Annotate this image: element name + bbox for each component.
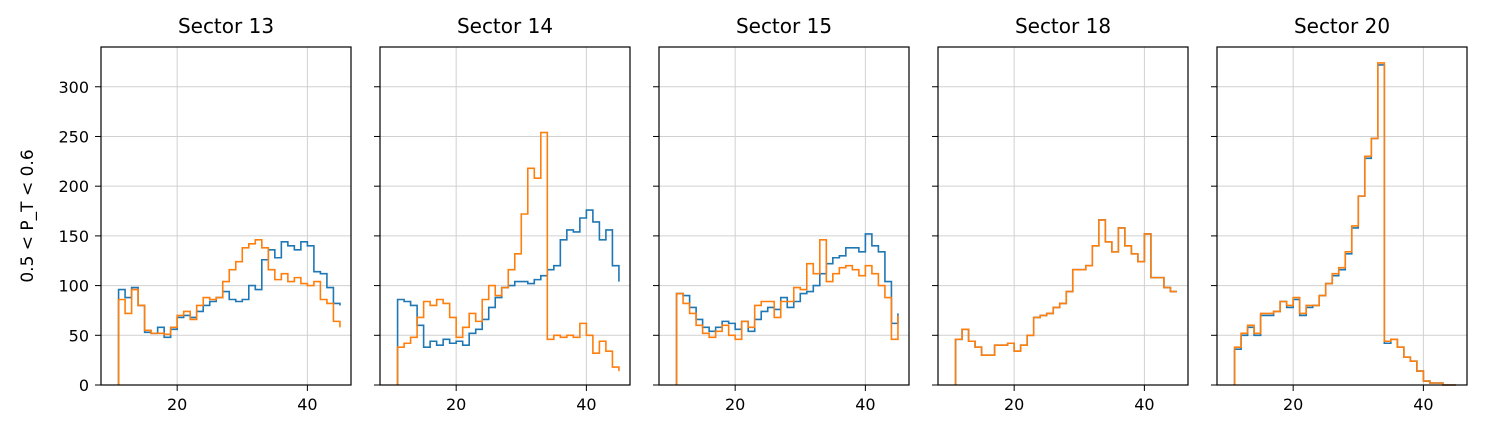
subplot-title: Sector 18	[1015, 14, 1111, 38]
x-tick-label: 20	[1004, 395, 1024, 414]
x-tick-label: 20	[446, 395, 466, 414]
axes-frame	[1216, 46, 1468, 386]
x-tick-label: 20	[1283, 395, 1303, 414]
x-tick-label: 40	[1134, 395, 1154, 414]
histogram-series-2	[954, 219, 1177, 385]
y-axis-label: 0.5 < P_T < 0.6	[18, 149, 38, 282]
histogram-series-1	[1233, 64, 1456, 386]
subplot-4: Sector 18 20 40	[932, 14, 1189, 414]
subplot-title: Sector 13	[178, 14, 274, 38]
histogram-series-2	[117, 239, 341, 385]
subplot-5: Sector 20 20 40	[1211, 14, 1468, 414]
axes-frame	[937, 46, 1189, 386]
histogram-series-2	[396, 131, 620, 385]
axes-frame	[379, 46, 631, 386]
histogram-series-2	[1233, 62, 1456, 386]
y-tick-label: 150	[58, 227, 89, 246]
subplot-1: Sector 13 20 40 0 50 100 150 200 250 300	[58, 14, 352, 414]
subplot-grid: Sector 13 20 40 0 50 100 150 200 250 300 Sector 14…	[58, 14, 1468, 414]
x-tick-label: 20	[167, 395, 187, 414]
y-tick-label: 200	[58, 177, 89, 196]
x-tick-label: 40	[855, 395, 875, 414]
y-tick-label: 100	[58, 277, 89, 296]
x-tick-label: 20	[725, 395, 745, 414]
histogram-series-1	[675, 233, 899, 385]
y-tick-label: 50	[69, 326, 89, 345]
subplot-title: Sector 15	[736, 14, 832, 38]
subplot-3: Sector 15 20 40	[653, 14, 910, 414]
histogram-series-2	[675, 239, 899, 385]
x-tick-label: 40	[1413, 395, 1433, 414]
subplot-title: Sector 14	[457, 14, 553, 38]
y-tick-label: 250	[58, 127, 89, 146]
histogram-series-1	[117, 241, 341, 385]
subplot-title: Sector 20	[1294, 14, 1390, 38]
y-tick-label: 300	[58, 78, 89, 97]
x-tick-label: 40	[576, 395, 596, 414]
axes-frame	[100, 46, 352, 386]
axes-frame	[658, 46, 910, 386]
y-tick-label: 0	[79, 376, 89, 395]
subplot-2: Sector 14 20 40	[374, 14, 631, 414]
x-tick-label: 40	[297, 395, 317, 414]
